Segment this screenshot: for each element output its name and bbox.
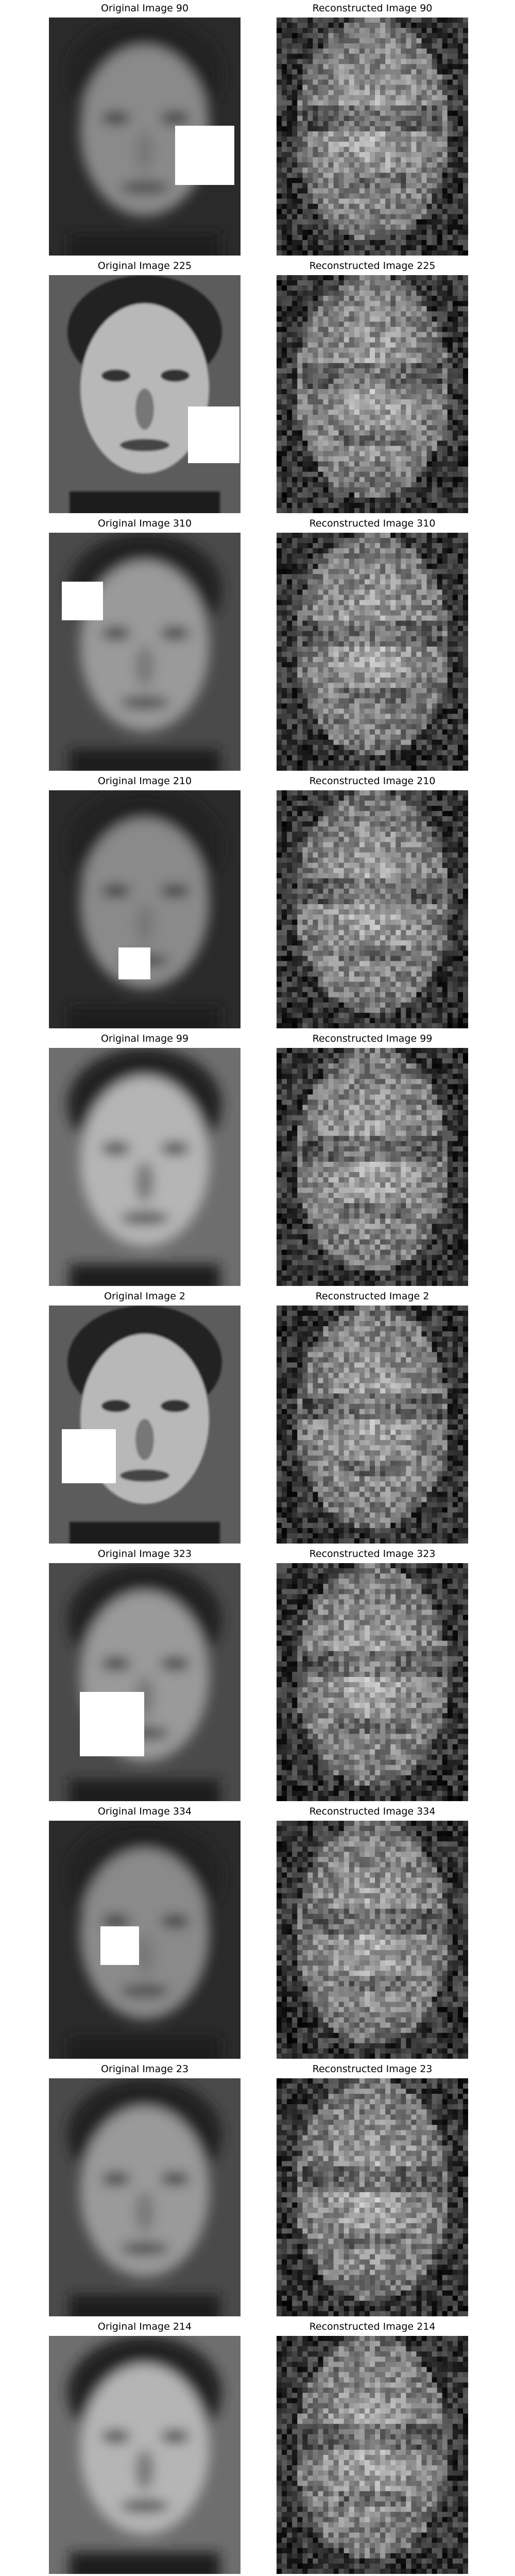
- face-photo: [67, 1821, 222, 2059]
- original-image: [49, 1306, 241, 1544]
- original-image: [49, 1821, 241, 2059]
- original-image-title: Original Image 225: [97, 260, 192, 272]
- reconstructed-image: [277, 18, 468, 256]
- image-pair: Original Image 214 Reconstructed Image 21…: [0, 2318, 515, 2576]
- reconstructed-image-cell: Reconstructed Image 99: [277, 1030, 468, 1288]
- original-image-cell: Original Image 99: [49, 1030, 241, 1288]
- reconstructed-image: [277, 533, 468, 771]
- image-pair: Original Image 2 Reconstructed Image 2: [0, 1288, 515, 1546]
- original-image-cell: Original Image 225: [49, 258, 241, 515]
- reconstructed-image: [277, 1563, 468, 1801]
- face-photo: [67, 2336, 222, 2574]
- original-image: [49, 790, 241, 1028]
- occlusion-square: [100, 1926, 139, 1965]
- reconstructed-image: [277, 1048, 468, 1286]
- reconstruction-pixels: [277, 1563, 468, 1801]
- face-photo: [67, 2078, 222, 2316]
- original-image-title: Original Image 2: [104, 1291, 186, 1302]
- original-image: [49, 2078, 241, 2316]
- reconstruction-pixels: [277, 533, 468, 771]
- original-image-cell: Original Image 334: [49, 1803, 241, 2061]
- reconstructed-image-cell: Reconstructed Image 2: [277, 1288, 468, 1546]
- reconstruction-pixels: [277, 1306, 468, 1544]
- original-image-cell: Original Image 2: [49, 1288, 241, 1546]
- reconstructed-image: [277, 1821, 468, 2059]
- original-image: [49, 1048, 241, 1286]
- reconstruction-pixels: [277, 18, 468, 256]
- original-image-title: Original Image 323: [97, 1548, 192, 1560]
- original-image-cell: Original Image 23: [49, 2061, 241, 2318]
- reconstructed-image-cell: Reconstructed Image 225: [277, 258, 468, 515]
- reconstructed-image-title: Reconstructed Image 334: [309, 1806, 436, 1817]
- reconstructed-image: [277, 1306, 468, 1544]
- reconstructed-image-title: Reconstructed Image 99: [312, 1033, 433, 1044]
- original-image-cell: Original Image 323: [49, 1546, 241, 1803]
- reconstructed-image: [277, 790, 468, 1028]
- original-image: [49, 533, 241, 771]
- original-image-cell: Original Image 310: [49, 515, 241, 773]
- reconstructed-image-title: Reconstructed Image 23: [312, 2063, 433, 2075]
- image-pair: Original Image 210 Reconstructed Image 21…: [0, 773, 515, 1030]
- reconstructed-image-cell: Reconstructed Image 310: [277, 515, 468, 773]
- image-pair: Original Image 334 Reconstructed Image 33…: [0, 1803, 515, 2061]
- reconstruction-pixels: [277, 1821, 468, 2059]
- occlusion-square: [80, 1692, 144, 1756]
- original-image: [49, 18, 241, 256]
- occlusion-square: [175, 126, 234, 185]
- reconstruction-pixels: [277, 1048, 468, 1286]
- reconstructed-image: [277, 2078, 468, 2316]
- occlusion-square: [188, 406, 239, 463]
- reconstructed-image-title: Reconstructed Image 225: [309, 260, 436, 272]
- original-image-cell: Original Image 90: [49, 0, 241, 258]
- reconstructed-image-cell: Reconstructed Image 334: [277, 1803, 468, 2061]
- occlusion-square: [118, 947, 150, 979]
- reconstruction-pixels: [277, 2078, 468, 2316]
- original-image-cell: Original Image 210: [49, 773, 241, 1030]
- reconstructed-image-cell: Reconstructed Image 90: [277, 0, 468, 258]
- reconstructed-image-title: Reconstructed Image 2: [315, 1291, 430, 1302]
- face-photo: [67, 1048, 222, 1286]
- reconstruction-pixels: [277, 790, 468, 1028]
- face-photo: [67, 275, 222, 513]
- original-image-title: Original Image 334: [97, 1806, 192, 1817]
- original-image-title: Original Image 214: [97, 2321, 192, 2332]
- reconstruction-pixels: [277, 2336, 468, 2574]
- reconstructed-image-title: Reconstructed Image 210: [309, 775, 436, 787]
- original-image-title: Original Image 210: [97, 775, 192, 787]
- image-pair: Original Image 99 Reconstructed Image 99: [0, 1030, 515, 1288]
- reconstructed-image-cell: Reconstructed Image 323: [277, 1546, 468, 1803]
- image-pair: Original Image 23 Reconstructed Image 23: [0, 2061, 515, 2318]
- reconstructed-image-title: Reconstructed Image 214: [309, 2321, 436, 2332]
- original-image: [49, 1563, 241, 1801]
- reconstructed-image-cell: Reconstructed Image 23: [277, 2061, 468, 2318]
- original-image-title: Original Image 99: [100, 1033, 189, 1044]
- occlusion-square: [62, 1429, 116, 1483]
- original-image: [49, 2336, 241, 2574]
- image-pair: Original Image 225 Reconstructed Image 22…: [0, 258, 515, 515]
- reconstructed-image: [277, 275, 468, 513]
- original-image-cell: Original Image 214: [49, 2318, 241, 2576]
- reconstructed-image-title: Reconstructed Image 310: [309, 518, 436, 529]
- reconstructed-image-title: Reconstructed Image 90: [312, 3, 433, 14]
- reconstruction-pixels: [277, 275, 468, 513]
- original-image: [49, 275, 241, 513]
- reconstructed-image: [277, 2336, 468, 2574]
- original-image-title: Original Image 310: [97, 518, 192, 529]
- image-pair: Original Image 90 Reconstructed Image 90: [0, 0, 515, 258]
- original-image-title: Original Image 90: [100, 3, 189, 14]
- reconstructed-image-cell: Reconstructed Image 210: [277, 773, 468, 1030]
- face-photo: [67, 533, 222, 771]
- original-image-title: Original Image 23: [100, 2063, 189, 2075]
- reconstructed-image-title: Reconstructed Image 323: [309, 1548, 436, 1560]
- occlusion-square: [62, 582, 103, 620]
- image-pair: Original Image 323 Reconstructed Image 32…: [0, 1546, 515, 1803]
- image-pair: Original Image 310 Reconstructed Image 31…: [0, 515, 515, 773]
- reconstructed-image-cell: Reconstructed Image 214: [277, 2318, 468, 2576]
